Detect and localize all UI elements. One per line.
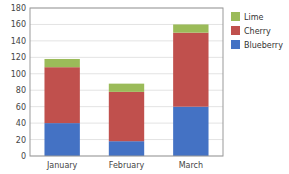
legend-label: Cherry bbox=[244, 27, 271, 36]
bars bbox=[44, 24, 208, 156]
plot-frame bbox=[30, 8, 223, 156]
legend-swatch bbox=[231, 26, 240, 35]
bar-segment bbox=[173, 33, 208, 107]
bar-segment bbox=[44, 123, 79, 156]
bar-segment bbox=[109, 92, 144, 141]
y-tick-label: 160 bbox=[11, 20, 26, 29]
grid bbox=[30, 8, 223, 156]
x-tick-label: March bbox=[179, 161, 203, 170]
y-tick-label: 140 bbox=[11, 37, 26, 46]
chart-svg: 0 20 40 60 80 100 120 140 160 180 January February M… bbox=[0, 0, 289, 174]
x-tick-label: January bbox=[46, 161, 78, 170]
y-tick-label: 100 bbox=[11, 70, 26, 79]
bar-segment bbox=[44, 67, 79, 123]
y-tick-label: 0 bbox=[21, 152, 26, 161]
bar-segment bbox=[173, 24, 208, 32]
y-tick-label: 40 bbox=[16, 119, 26, 128]
y-axis: 0 20 40 60 80 100 120 140 160 180 bbox=[11, 4, 26, 161]
y-tick-label: 80 bbox=[16, 86, 26, 95]
bar-segment bbox=[44, 59, 79, 67]
x-axis: January February March bbox=[46, 161, 203, 170]
y-tick-label: 120 bbox=[11, 53, 26, 62]
y-tick-label: 180 bbox=[11, 4, 26, 13]
bar-segment bbox=[173, 107, 208, 156]
bar-segment bbox=[109, 141, 144, 156]
chart-container: 0 20 40 60 80 100 120 140 160 180 January February M… bbox=[0, 0, 289, 174]
x-tick-label: February bbox=[109, 161, 145, 170]
legend-label: Blueberry bbox=[244, 41, 283, 50]
y-tick-label: 20 bbox=[16, 136, 26, 145]
legend-swatch bbox=[231, 40, 240, 49]
y-tick-label: 60 bbox=[16, 103, 26, 112]
legend-swatch bbox=[231, 12, 240, 21]
legend: Lime Cherry Blueberry bbox=[231, 12, 283, 50]
legend-label: Lime bbox=[244, 13, 263, 22]
bar-segment bbox=[109, 84, 144, 92]
